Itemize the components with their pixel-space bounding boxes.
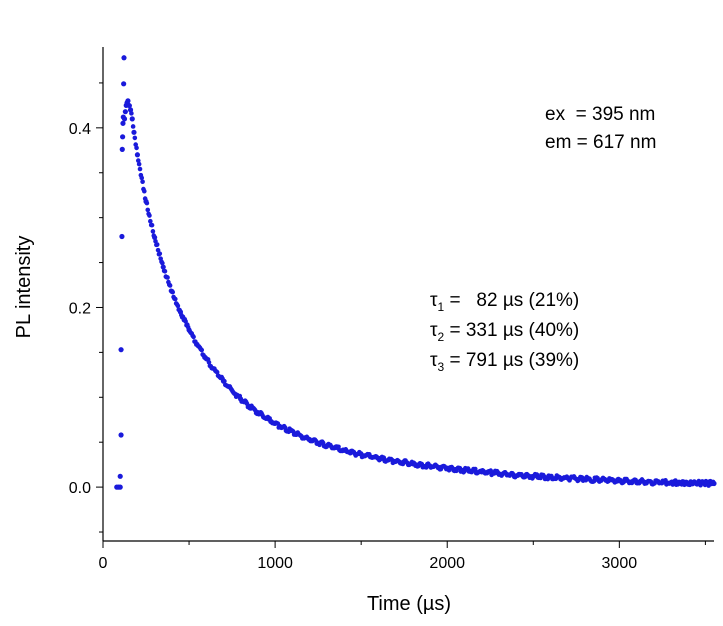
data-point xyxy=(175,303,181,309)
data-point xyxy=(206,360,212,365)
data-point xyxy=(199,347,205,353)
data-point xyxy=(162,268,168,274)
data-point xyxy=(151,233,157,238)
data-point xyxy=(185,324,191,330)
data-point xyxy=(673,478,678,483)
data-point xyxy=(172,296,178,302)
data-point xyxy=(134,152,141,158)
data-point xyxy=(148,218,153,224)
data-point xyxy=(155,247,161,253)
data-point xyxy=(130,124,136,129)
data-point xyxy=(139,175,145,181)
data-point xyxy=(142,196,148,201)
data-point xyxy=(157,251,163,256)
y-tick-label: 0.4 xyxy=(69,121,91,138)
data-point xyxy=(142,188,147,194)
emission-annotation: em = 617 nm xyxy=(545,132,657,153)
tau-1-annotation: τ1 = 82 µs (21%) xyxy=(430,290,579,314)
data-point xyxy=(160,260,165,266)
data-point xyxy=(129,111,134,116)
data-point xyxy=(167,283,173,288)
data-point xyxy=(117,484,123,490)
data-point xyxy=(118,347,124,353)
data-point xyxy=(136,161,142,167)
tau-1-value: = 82 µs (21%) xyxy=(444,290,580,311)
tau-3-subscript: 3 xyxy=(437,360,445,374)
data-point xyxy=(119,233,125,240)
tau-2-value: = 331 µs (40%) xyxy=(444,320,580,341)
data-point xyxy=(125,98,131,104)
x-axis-label: Time (µs) xyxy=(367,593,451,615)
data-point xyxy=(127,103,132,108)
data-point xyxy=(140,179,145,185)
axis-labels: Time (µs) PL intensity xyxy=(13,236,451,615)
data-point xyxy=(137,166,143,172)
data-point xyxy=(122,109,128,115)
tau-1-subscript: 1 xyxy=(437,300,445,314)
data-point xyxy=(132,135,138,141)
data-point xyxy=(120,134,126,140)
data-point xyxy=(381,455,387,461)
data-point xyxy=(160,264,166,270)
tau-3-annotation: τ3 = 791 µs (39%) xyxy=(430,350,579,374)
tau-3-symbol: τ xyxy=(430,350,438,371)
x-tick-label: 3000 xyxy=(602,555,638,572)
data-point xyxy=(473,466,478,472)
y-tick-label: 0.0 xyxy=(69,480,91,497)
data-point xyxy=(145,207,151,213)
data-point xyxy=(131,129,137,135)
x-tick-label: 2000 xyxy=(429,555,465,572)
tau-1-symbol: τ xyxy=(430,290,438,311)
tau-2-subscript: 2 xyxy=(437,330,445,344)
x-tick-label: 1000 xyxy=(257,555,293,572)
excitation-annotation: ex = 395 nm xyxy=(545,104,656,125)
data-points xyxy=(114,55,717,490)
data-point xyxy=(121,116,128,122)
data-point xyxy=(118,432,124,438)
data-point xyxy=(710,479,716,485)
data-point xyxy=(135,158,141,163)
tau-2-annotation: τ2 = 331 µs (40%) xyxy=(430,320,579,344)
data-point xyxy=(165,275,170,280)
axes: 0 1000 2000 3000 0.0 0.2 0.4 xyxy=(69,47,714,572)
data-point xyxy=(191,334,196,340)
data-point xyxy=(120,120,126,126)
y-tick-label: 0.2 xyxy=(69,300,91,317)
data-point xyxy=(121,81,127,87)
data-point xyxy=(177,307,182,313)
tau-3-value: = 791 µs (39%) xyxy=(444,350,580,371)
x-tick-label: 0 xyxy=(99,555,108,572)
data-point xyxy=(237,393,243,399)
data-point xyxy=(119,146,125,152)
data-point xyxy=(117,473,123,479)
y-axis-label: PL intensity xyxy=(13,236,35,339)
data-point xyxy=(170,289,176,295)
data-point xyxy=(121,55,127,61)
data-point xyxy=(147,213,152,218)
data-point xyxy=(134,145,139,151)
data-point xyxy=(144,200,150,206)
data-point xyxy=(214,369,220,375)
data-point xyxy=(154,242,160,247)
tau-2-symbol: τ xyxy=(430,320,438,341)
data-point xyxy=(129,116,135,122)
data-point xyxy=(149,222,155,228)
data-point xyxy=(150,229,156,234)
data-point xyxy=(222,378,227,384)
